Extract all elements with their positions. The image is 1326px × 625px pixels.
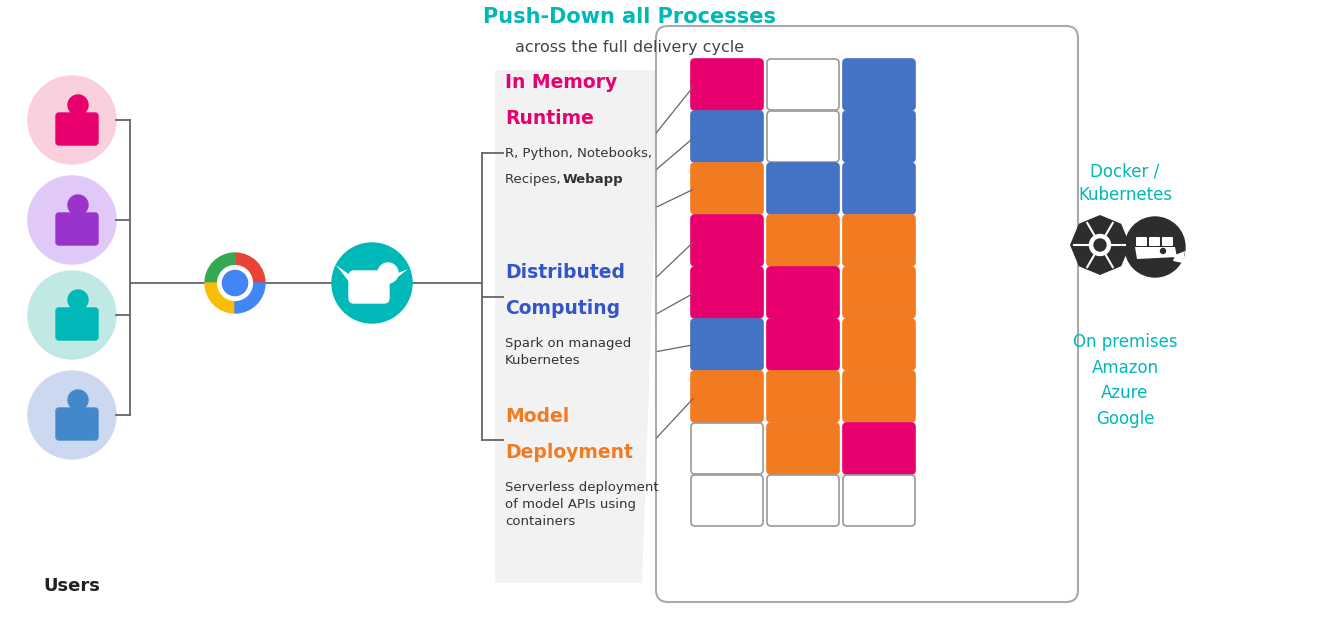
Text: Push-Down all Processes: Push-Down all Processes [484,7,777,27]
FancyBboxPatch shape [691,267,762,318]
FancyBboxPatch shape [691,59,762,110]
Polygon shape [495,70,660,583]
FancyBboxPatch shape [766,215,839,266]
FancyBboxPatch shape [766,267,839,318]
Circle shape [28,76,115,164]
FancyBboxPatch shape [766,319,839,370]
FancyBboxPatch shape [691,163,762,214]
Circle shape [28,176,115,264]
Circle shape [68,290,88,310]
Polygon shape [335,265,354,288]
Polygon shape [398,269,408,277]
Circle shape [68,195,88,215]
Text: Serverless deployment
of model APIs using
containers: Serverless deployment of model APIs usin… [505,481,659,528]
Text: Webapp: Webapp [564,173,623,186]
Text: Distributed: Distributed [505,263,625,282]
Text: Spark on managed
Kubernetes: Spark on managed Kubernetes [505,337,631,367]
FancyBboxPatch shape [691,215,762,266]
Circle shape [1160,249,1166,254]
FancyBboxPatch shape [656,26,1078,602]
FancyBboxPatch shape [1162,237,1174,246]
Text: Docker /
Kubernetes: Docker / Kubernetes [1078,163,1172,204]
Text: Deployment: Deployment [505,443,633,462]
Wedge shape [235,283,265,313]
FancyBboxPatch shape [766,59,839,110]
FancyBboxPatch shape [1136,237,1147,246]
Circle shape [68,390,88,410]
Circle shape [332,243,412,323]
FancyBboxPatch shape [766,423,839,474]
Polygon shape [1135,247,1177,259]
Text: across the full delivery cycle: across the full delivery cycle [516,40,745,55]
FancyBboxPatch shape [56,213,98,245]
Wedge shape [235,253,265,283]
FancyBboxPatch shape [691,319,762,370]
FancyBboxPatch shape [843,371,915,422]
Text: On premises
Amazon
Azure
Google: On premises Amazon Azure Google [1073,333,1177,428]
FancyBboxPatch shape [56,308,98,340]
FancyBboxPatch shape [349,271,389,303]
Circle shape [223,271,248,296]
FancyBboxPatch shape [766,475,839,526]
Text: Model: Model [505,407,569,426]
FancyBboxPatch shape [766,111,839,162]
FancyBboxPatch shape [843,319,915,370]
Circle shape [28,371,115,459]
Text: Computing: Computing [505,299,621,318]
FancyBboxPatch shape [56,113,98,145]
FancyBboxPatch shape [691,475,762,526]
Circle shape [1124,217,1185,277]
FancyBboxPatch shape [691,423,762,474]
Polygon shape [1070,215,1130,275]
Polygon shape [1174,251,1185,263]
FancyBboxPatch shape [1150,237,1160,246]
Circle shape [28,271,115,359]
FancyBboxPatch shape [766,163,839,214]
Text: In Memory: In Memory [505,73,617,92]
FancyBboxPatch shape [56,408,98,440]
FancyBboxPatch shape [843,111,915,162]
FancyBboxPatch shape [843,423,915,474]
FancyBboxPatch shape [766,371,839,422]
Text: Users: Users [44,577,101,595]
FancyBboxPatch shape [691,371,762,422]
Circle shape [1090,234,1110,256]
Wedge shape [206,253,235,283]
FancyBboxPatch shape [843,475,915,526]
Circle shape [378,263,398,283]
Text: Runtime: Runtime [505,109,594,128]
Circle shape [1094,239,1106,251]
FancyBboxPatch shape [843,59,915,110]
Text: R, Python, Notebooks,: R, Python, Notebooks, [505,147,652,160]
FancyBboxPatch shape [843,163,915,214]
Circle shape [68,95,88,115]
Text: Recipes,: Recipes, [505,173,565,186]
Circle shape [217,266,252,301]
FancyBboxPatch shape [843,267,915,318]
FancyBboxPatch shape [691,111,762,162]
FancyBboxPatch shape [843,215,915,266]
Wedge shape [206,283,235,313]
